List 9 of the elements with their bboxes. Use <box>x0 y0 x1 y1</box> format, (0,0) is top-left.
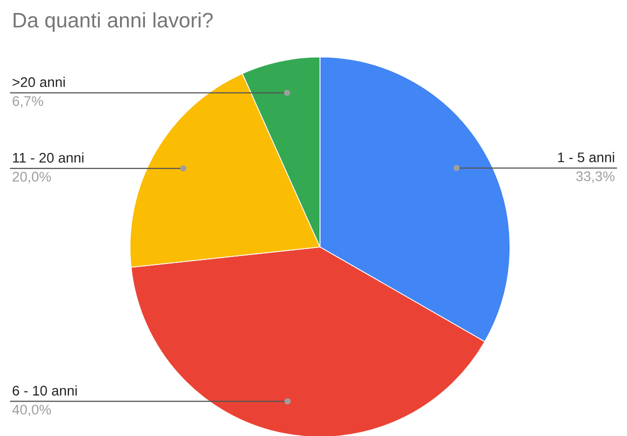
slice-label: 6 - 10 anni <box>12 385 77 396</box>
slice-label: >20 anni <box>12 76 65 88</box>
data-label: 33,3% <box>576 171 615 183</box>
data-label: 40,0% <box>12 404 51 416</box>
chart-title: Da quanti anni lavori? <box>14 12 213 32</box>
data-label: 20,0% <box>12 172 51 184</box>
slice-label: 11 - 20 anni <box>13 152 84 163</box>
data-label: 6,7% <box>12 96 44 108</box>
slice-label: 1 - 5 anni <box>558 152 614 162</box>
